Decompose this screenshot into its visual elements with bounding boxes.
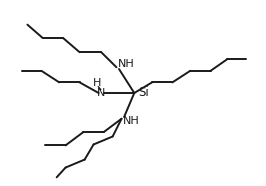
Text: Si: Si — [139, 86, 149, 99]
Text: H: H — [93, 78, 102, 88]
Text: NH: NH — [123, 116, 140, 126]
Text: NH: NH — [118, 59, 135, 69]
Text: N: N — [97, 88, 105, 98]
